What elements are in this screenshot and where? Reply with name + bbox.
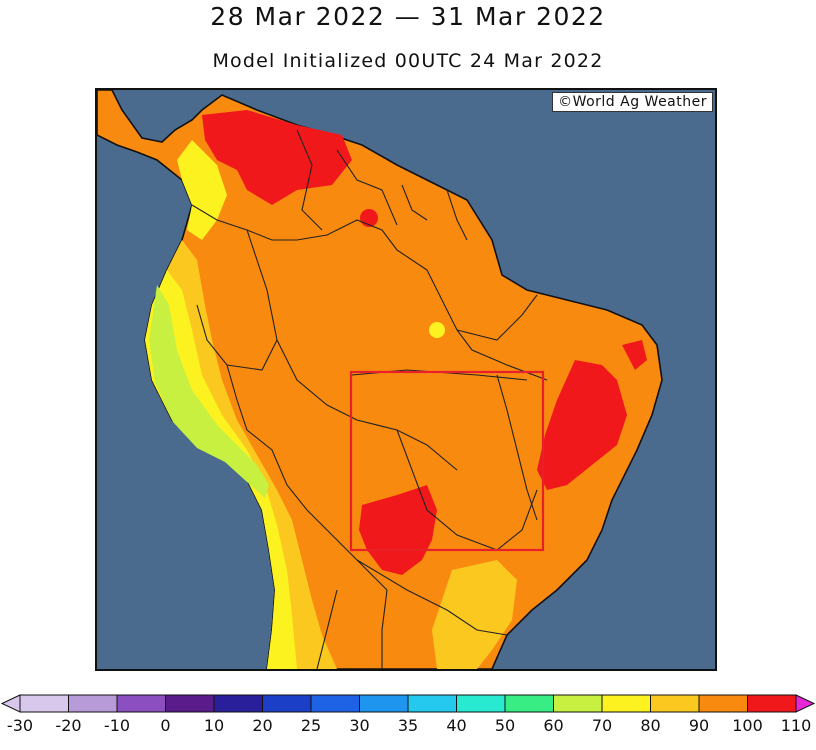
colorbar-label: 50 (494, 716, 516, 735)
map-title: 28 Mar 2022 — 31 Mar 2022 (210, 2, 606, 31)
colorbar-label: -20 (55, 716, 82, 735)
colorbar-segment (262, 694, 312, 713)
colorbar-label: 90 (688, 716, 710, 735)
colorbar-segment (165, 694, 215, 713)
hot-zone-northeast-2 (622, 340, 647, 370)
colorbar-segment (553, 694, 603, 713)
colorbar-label: 35 (397, 716, 419, 735)
colorbar-label: 30 (349, 716, 370, 735)
map-credit: ©World Ag Weather (552, 92, 713, 112)
political-borders (191, 129, 548, 669)
highlight-region-box (349, 370, 545, 552)
colorbar-label: 0 (160, 716, 171, 735)
colorbar-segment (213, 694, 263, 713)
colorbar-arrow-right (795, 694, 816, 713)
colorbar-label: 70 (591, 716, 613, 735)
colorbar-segment (747, 694, 797, 713)
colorbar-label: 25 (300, 716, 322, 735)
forecast-map: ©World Ag Weather (95, 88, 717, 671)
colorbar-label: 20 (252, 716, 273, 735)
colorbar-label: 40 (446, 716, 467, 735)
south-america-landmass (97, 90, 663, 669)
colorbar-label: 60 (543, 716, 564, 735)
map-subtitle: Model Initialized 00UTC 24 Mar 2022 (212, 50, 604, 72)
colorbar-segment (359, 694, 409, 713)
colorbar-arrow-left (0, 694, 21, 713)
colorbar-segment (19, 694, 69, 713)
hot-zone-north (202, 110, 352, 205)
colorbar-segment (650, 694, 700, 713)
colorbar-segment (407, 694, 457, 713)
northwest-yellow (177, 140, 227, 240)
colorbar-label: 10 (203, 716, 225, 735)
colorbar-label: 100 (732, 716, 763, 735)
colorbar-segment (456, 694, 506, 713)
colorbar-segment (310, 694, 360, 713)
hot-zone-northeast (537, 360, 627, 490)
colorbar-segment (698, 694, 748, 713)
colorbar-segment (68, 694, 118, 713)
colorbar-label: -30 (6, 716, 34, 735)
temperature-colorbar: -30 -20 -10 0 10 20 25 30 35 40 50 60 70 80 90 100 110 (0, 690, 816, 750)
hot-zone-southwest (359, 485, 437, 575)
southern-yellow-patch (432, 560, 517, 669)
andes-green-band (149, 285, 269, 498)
colorbar-segment (504, 694, 554, 713)
colorbar-segment (116, 694, 166, 713)
green-speck (429, 322, 445, 338)
colorbar-segment (601, 694, 651, 713)
colorbar-label: -10 (103, 716, 131, 735)
colorbar-label: 80 (640, 716, 661, 735)
colorbar-label: 110 (780, 716, 812, 735)
